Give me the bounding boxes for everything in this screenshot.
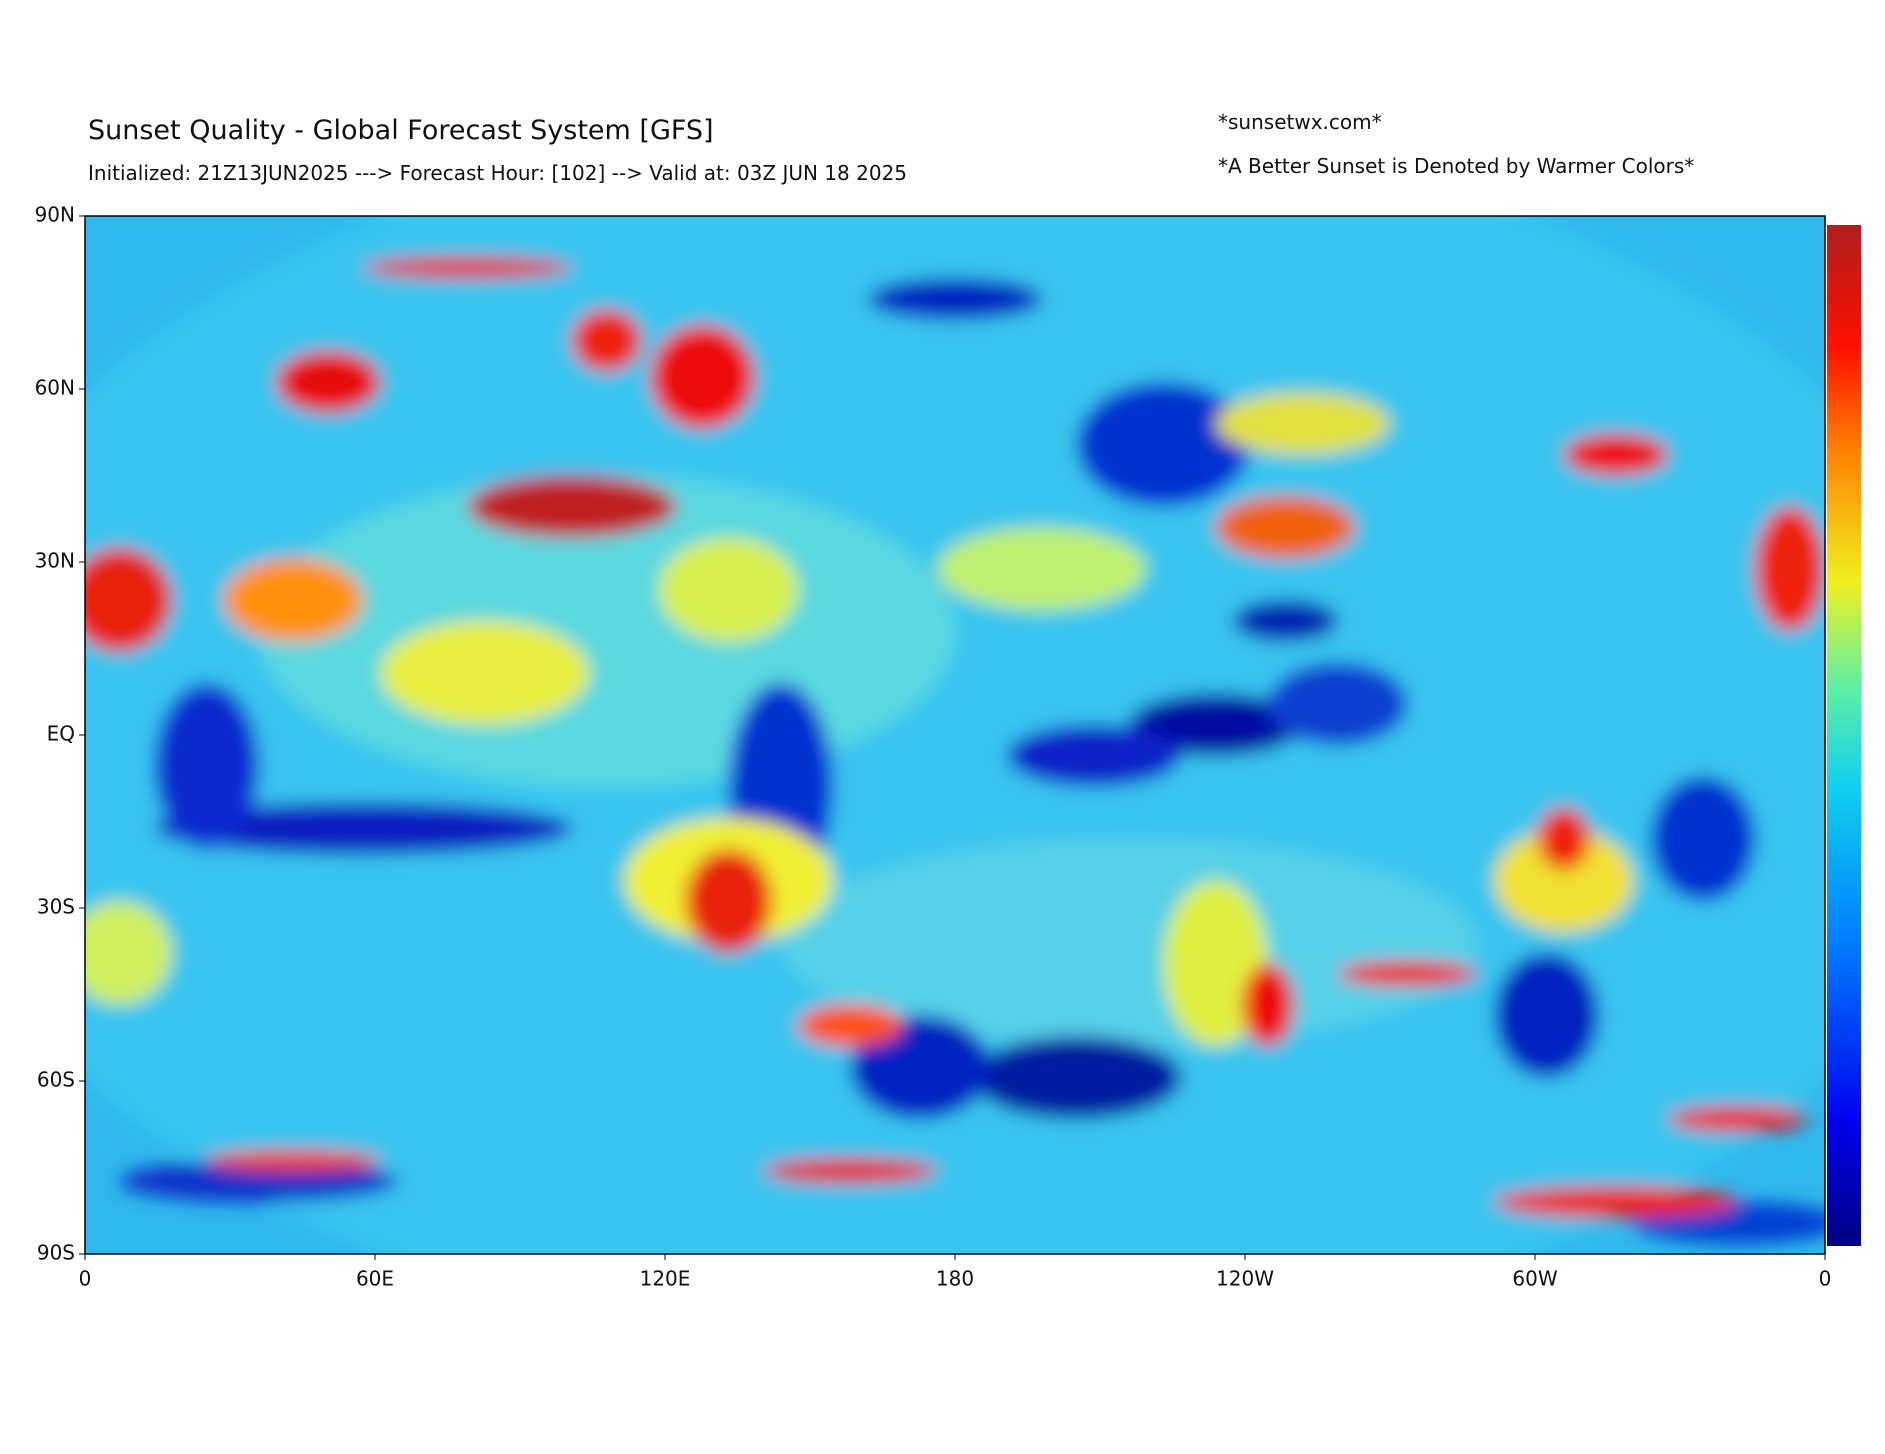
annotation: *A Better Sunset is Denoted by Warmer Co… <box>1218 154 1694 178</box>
field-patch <box>868 278 1042 320</box>
chart-title: Sunset Quality - Global Forecast System … <box>88 115 714 146</box>
field-patch <box>85 548 172 652</box>
field-patch <box>659 537 799 642</box>
field-patch <box>572 309 642 372</box>
field-patch <box>937 527 1147 611</box>
y-tick-label: 90S <box>37 1241 75 1265</box>
field-patch <box>1564 433 1669 476</box>
y-tick-label: 90N <box>35 203 75 227</box>
x-tick-label: 0 <box>79 1267 92 1291</box>
field-patch <box>206 1150 381 1171</box>
field-patch <box>1233 600 1338 642</box>
field-patch <box>224 558 364 642</box>
colorbar <box>1827 225 1861 1246</box>
sunset-field <box>85 216 1825 1254</box>
field-patch <box>1337 961 1477 987</box>
field-patch <box>467 475 677 538</box>
y-tick-label: 30N <box>35 549 75 573</box>
field-patch <box>650 324 755 429</box>
field-patch <box>1668 1106 1808 1132</box>
field-patch <box>972 1036 1182 1120</box>
field-patch <box>1076 382 1251 507</box>
x-tick-label: 180 <box>936 1267 974 1291</box>
annotation: *sunsetwx.com* <box>1218 110 1382 134</box>
field-patch <box>763 1158 938 1184</box>
field-patch <box>1537 807 1591 870</box>
x-tick-label: 60W <box>1512 1267 1557 1291</box>
chart-subtitle: Initialized: 21Z13JUN2025 ---> Forecast … <box>88 161 907 185</box>
field-patch <box>1129 693 1303 756</box>
x-tick-label: 60E <box>356 1267 394 1291</box>
field-patch <box>363 257 573 279</box>
y-tick-label: EQ <box>47 722 75 746</box>
field-patch <box>1007 724 1182 787</box>
y-tick-label: 30S <box>37 895 75 919</box>
field-patch <box>1494 1186 1738 1218</box>
field-patch <box>1268 662 1408 746</box>
field-patch <box>1651 776 1756 902</box>
x-tick-label: 0 <box>1819 1267 1832 1291</box>
field-patch <box>154 683 259 850</box>
y-tick-label: 60N <box>35 376 75 400</box>
y-tick-label: 60S <box>37 1068 75 1092</box>
field-patch <box>1494 828 1634 933</box>
field-patch <box>781 838 1477 1047</box>
field-patch <box>850 1015 990 1120</box>
field-patch <box>1216 392 1390 455</box>
field-patch <box>1242 963 1295 1047</box>
x-tick-label: 120W <box>1216 1267 1274 1291</box>
field-patch <box>1755 506 1825 632</box>
x-tick-label: 120E <box>640 1267 691 1291</box>
field-patch <box>685 849 773 953</box>
field-patch <box>1216 496 1356 559</box>
field-patch <box>85 901 172 1005</box>
field-patch <box>276 350 381 414</box>
field-patch <box>798 1004 903 1047</box>
field-patch <box>154 802 573 855</box>
field-patch <box>119 1160 399 1203</box>
field-patch <box>1494 952 1599 1078</box>
field-patch <box>380 620 590 725</box>
